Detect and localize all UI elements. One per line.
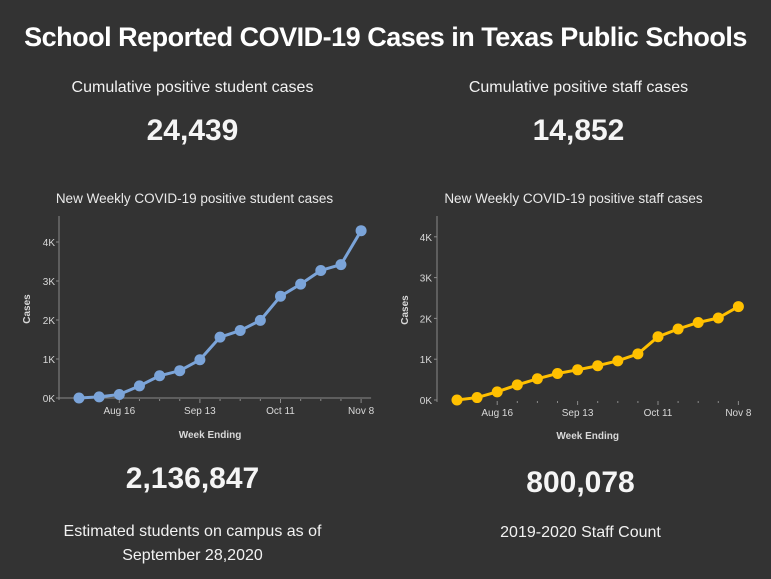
data-point xyxy=(214,331,226,343)
staff-chart-title: New Weekly COVID-19 positive staff cases xyxy=(444,191,703,206)
x-tick-label: Nov 8 xyxy=(348,406,375,417)
data-point xyxy=(73,392,85,404)
y-tick-label: 3K xyxy=(43,277,56,288)
data-point xyxy=(612,355,624,367)
data-point xyxy=(652,331,664,343)
staff-count-value: 800,078 xyxy=(526,466,635,499)
student-cumulative-value: 24,439 xyxy=(146,114,239,147)
x-tick-label: Aug 16 xyxy=(481,408,513,419)
data-point xyxy=(692,316,704,328)
dashboard-title: School Reported COVID-19 Cases in Texas … xyxy=(24,22,747,52)
x-tick-label: Sep 13 xyxy=(562,408,594,419)
data-point xyxy=(632,348,644,360)
data-point xyxy=(154,370,166,382)
data-point xyxy=(194,354,206,366)
student-chart-title: New Weekly COVID-19 positive student cas… xyxy=(55,191,334,206)
data-point xyxy=(174,365,186,377)
data-point xyxy=(531,373,543,385)
students-on-campus-label-line1: Estimated students on campus as of xyxy=(63,523,322,540)
data-point xyxy=(451,394,463,406)
data-point xyxy=(275,290,286,302)
y-tick-label: 1K xyxy=(43,355,56,366)
data-point xyxy=(672,323,684,335)
students-on-campus-value: 2,136,847 xyxy=(125,462,260,495)
student-cumulative-label: Cumulative positive student cases xyxy=(71,79,314,96)
data-point xyxy=(592,360,604,372)
data-point xyxy=(732,301,744,313)
data-point xyxy=(712,312,724,324)
students-on-campus-label: Estimated students on campus as of Septe… xyxy=(0,520,385,568)
y-tick-label: 0K xyxy=(43,394,56,405)
data-point xyxy=(113,388,125,400)
data-point xyxy=(254,314,266,326)
x-tick-label: Oct 11 xyxy=(644,408,673,419)
x-axis-title: Week Ending xyxy=(179,430,242,441)
x-tick-label: Nov 8 xyxy=(725,408,752,419)
data-point xyxy=(93,391,105,403)
data-point xyxy=(234,325,246,337)
students-on-campus-label-line2: September 28,2020 xyxy=(122,547,263,564)
data-point xyxy=(572,364,584,376)
x-axis-title: Week Ending xyxy=(556,431,619,442)
data-point xyxy=(133,380,145,392)
y-tick-label: 4K xyxy=(43,238,56,249)
y-tick-label: 1K xyxy=(420,355,433,366)
y-tick-label: 0K xyxy=(420,396,433,407)
y-axis-title: Cases xyxy=(400,295,411,325)
data-point xyxy=(335,259,347,271)
y-axis-title: Cases xyxy=(22,294,33,324)
y-tick-label: 2K xyxy=(43,316,56,327)
x-tick-label: Aug 16 xyxy=(103,406,135,417)
staff-cumulative-label: Cumulative positive staff cases xyxy=(468,79,689,96)
data-point xyxy=(355,225,367,237)
data-point xyxy=(491,386,503,398)
x-tick-label: Oct 11 xyxy=(266,406,295,417)
data-point xyxy=(552,367,563,379)
x-tick-label: Sep 13 xyxy=(184,406,216,417)
staff-cumulative-value: 14,852 xyxy=(532,114,625,147)
y-tick-label: 2K xyxy=(420,314,433,325)
data-point xyxy=(511,379,523,391)
y-tick-label: 3K xyxy=(420,274,433,285)
data-point xyxy=(471,392,483,404)
data-point xyxy=(295,278,307,290)
data-point xyxy=(315,264,327,276)
y-tick-label: 4K xyxy=(420,233,433,244)
staff-count-label: 2019-2020 Staff Count xyxy=(500,524,661,541)
